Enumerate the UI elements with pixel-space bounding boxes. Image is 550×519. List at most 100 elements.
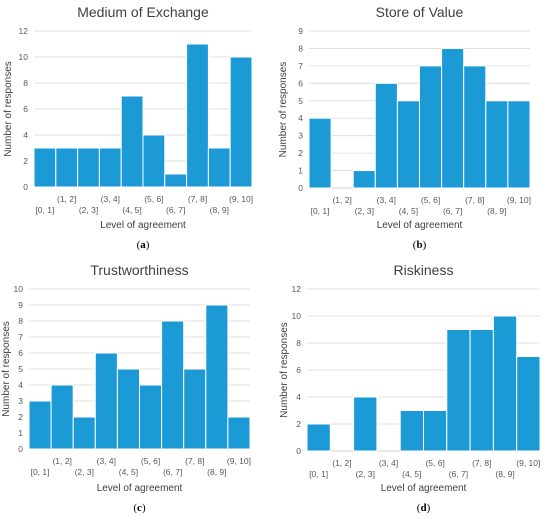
y-axis-label: Number of responses bbox=[279, 322, 290, 418]
y-tick-label: 0 bbox=[23, 182, 28, 192]
chart-title: Medium of Exchange bbox=[77, 4, 209, 20]
bar-10 bbox=[229, 56, 253, 188]
bar-7 bbox=[164, 173, 188, 188]
chart-title: Riskiness bbox=[394, 262, 454, 278]
y-tick-label: 6 bbox=[296, 365, 301, 375]
chart-title: Store of Value bbox=[376, 4, 464, 20]
x-tick-label: (7, 8] bbox=[185, 456, 204, 466]
x-tick-label: (2, 3] bbox=[356, 469, 375, 479]
y-tick-label: 4 bbox=[298, 113, 303, 123]
y-tick-label: 6 bbox=[18, 348, 23, 358]
bar-1 bbox=[306, 423, 331, 452]
x-tick-label: (6, 7] bbox=[166, 205, 185, 215]
x-axis-label: Level of agreement bbox=[377, 220, 463, 231]
y-tick-label: 5 bbox=[18, 364, 23, 374]
y-tick-label: 1 bbox=[18, 428, 23, 438]
bar-5 bbox=[396, 100, 420, 189]
x-tick-label: (9, 10] bbox=[227, 456, 251, 466]
y-tick-label: 0 bbox=[298, 183, 303, 193]
bar-9 bbox=[485, 100, 509, 189]
x-axis-label: Level of agreement bbox=[97, 483, 183, 494]
bar-3 bbox=[72, 416, 96, 450]
y-tick-label: 7 bbox=[298, 61, 303, 71]
bar-2 bbox=[50, 384, 74, 450]
bar-10 bbox=[516, 356, 541, 452]
bar-6 bbox=[423, 410, 448, 452]
bar-6 bbox=[142, 134, 166, 188]
bar-1 bbox=[308, 117, 332, 189]
bar-4 bbox=[94, 352, 118, 450]
bar-5 bbox=[399, 410, 425, 452]
bar-9 bbox=[207, 147, 231, 188]
x-tick-label: (3, 4] bbox=[97, 456, 116, 466]
chart-panel-2: Store of Value 0 1 2 3 4 5 6 7 8 9 [0, 1](1, 2] (2, … bbox=[278, 4, 531, 251]
y-tick-label: 0 bbox=[18, 444, 23, 454]
x-tick-label: (4, 5] bbox=[399, 206, 418, 216]
bar-9 bbox=[205, 304, 229, 450]
y-tick-label: 3 bbox=[298, 131, 303, 141]
panel-caption: (d) bbox=[417, 502, 431, 514]
y-tick-label: 2 bbox=[18, 412, 23, 422]
chart-panel-4: Riskiness 0 2 4 6 8 10 12 [0, 1] (1, 2] (2, 3] (3, … bbox=[279, 262, 541, 514]
bar-1 bbox=[33, 147, 57, 188]
panel-caption: (a) bbox=[137, 239, 150, 251]
x-tick-label: (2, 3] bbox=[75, 467, 94, 477]
x-tick-label: (3, 4] bbox=[379, 458, 398, 468]
x-tick-label: (5, 6] bbox=[141, 456, 160, 466]
bar-7 bbox=[446, 329, 471, 452]
x-tick-label: [0, 1] bbox=[309, 469, 328, 479]
x-tick-label: (8, 9] bbox=[487, 206, 506, 216]
x-tick-label: (9, 10] bbox=[507, 195, 531, 205]
x-tick-label: (6, 7] bbox=[449, 469, 468, 479]
bar-8 bbox=[186, 43, 209, 188]
bar-6 bbox=[139, 384, 163, 450]
x-tick-label: (5, 6] bbox=[421, 195, 440, 205]
x-tick-label: [0, 1] bbox=[311, 206, 330, 216]
bar-1 bbox=[28, 400, 52, 450]
y-tick-label: 8 bbox=[18, 316, 23, 326]
bar-8 bbox=[183, 368, 207, 450]
x-tick-label: (7, 8] bbox=[472, 458, 491, 468]
bar-3 bbox=[352, 170, 376, 189]
x-tick-label: (8, 9] bbox=[210, 205, 229, 215]
y-tick-label: 12 bbox=[292, 284, 302, 294]
y-tick-label: 6 bbox=[298, 78, 303, 88]
x-axis-label: Level of agreement bbox=[100, 220, 186, 231]
bar-10 bbox=[507, 100, 531, 189]
bar-3 bbox=[77, 147, 100, 188]
x-tick-label: (2, 3] bbox=[355, 206, 374, 216]
y-tick-label: 1 bbox=[298, 166, 303, 176]
x-tick-label: (2, 3] bbox=[79, 205, 98, 215]
x-axis-label: Level of agreement bbox=[381, 483, 467, 494]
y-tick-label: 2 bbox=[23, 156, 28, 166]
y-tick-label: 8 bbox=[298, 43, 303, 53]
y-tick-label: 2 bbox=[298, 148, 303, 158]
chart-panel-3: Trustworthiness 0 1 2 3 4 5 6 7 8 9 10 [0, 1](1, 2] (… bbox=[1, 262, 251, 514]
y-tick-label: 0 bbox=[296, 446, 301, 456]
y-tick-label: 10 bbox=[14, 284, 24, 294]
x-tick-label: (5, 6] bbox=[144, 194, 163, 204]
y-tick-label: 9 bbox=[298, 26, 303, 36]
bar-5 bbox=[116, 368, 141, 450]
y-tick-label: 8 bbox=[296, 338, 301, 348]
x-tick-label: (3, 4] bbox=[101, 194, 120, 204]
y-tick-label: 10 bbox=[19, 52, 29, 62]
y-tick-label: 5 bbox=[298, 96, 303, 106]
x-tick-label: (9, 10] bbox=[516, 458, 540, 468]
x-tick-label: (1, 2] bbox=[57, 194, 76, 204]
bar-8 bbox=[463, 65, 487, 189]
bar-4 bbox=[374, 82, 398, 189]
y-tick-label: 2 bbox=[296, 419, 301, 429]
y-tick-label: 9 bbox=[18, 300, 23, 310]
x-tick-label: (4, 5] bbox=[119, 467, 138, 477]
y-tick-label: 6 bbox=[23, 104, 28, 114]
y-tick-label: 7 bbox=[18, 332, 23, 342]
bar-5 bbox=[120, 95, 144, 188]
y-tick-label: 12 bbox=[19, 26, 29, 36]
x-tick-label: (3, 4] bbox=[377, 195, 396, 205]
bar-2 bbox=[55, 147, 79, 188]
x-tick-label: (7, 8] bbox=[188, 194, 207, 204]
y-axis-label: Number of responses bbox=[1, 321, 12, 417]
